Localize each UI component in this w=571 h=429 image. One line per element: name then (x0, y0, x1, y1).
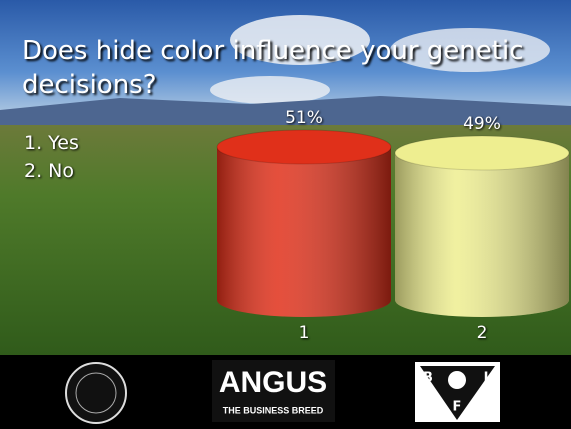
angus-logo-box (212, 360, 335, 422)
bif-letter: I (484, 371, 489, 386)
value-label: 51% (285, 108, 323, 128)
angus-logo: ANGUS (219, 366, 327, 399)
bif-letter: F (453, 400, 462, 415)
bif-head (448, 371, 466, 389)
bif-letter: B (423, 371, 433, 386)
logo-seal-ring (75, 372, 117, 414)
mountains (0, 96, 571, 130)
x-tick-label: 1 (299, 323, 310, 343)
x-tick-label: 2 (477, 323, 488, 343)
cloud (230, 15, 370, 65)
option-label: 1. Yes (24, 132, 79, 154)
bar-top (394, 135, 570, 171)
logo-seal (65, 362, 127, 424)
cloud (390, 28, 550, 72)
chart-title: Does hide color influence your genetic d… (22, 36, 524, 100)
bar-shade (217, 147, 391, 300)
angus-tagline: THE BUSINESS BREED (223, 405, 324, 415)
value-label: 49% (463, 114, 501, 134)
bif-triangle (420, 366, 495, 420)
bar-top (216, 129, 392, 165)
option-label: 2. No (24, 160, 75, 182)
cloud (210, 76, 330, 104)
bar-shade (395, 153, 569, 300)
